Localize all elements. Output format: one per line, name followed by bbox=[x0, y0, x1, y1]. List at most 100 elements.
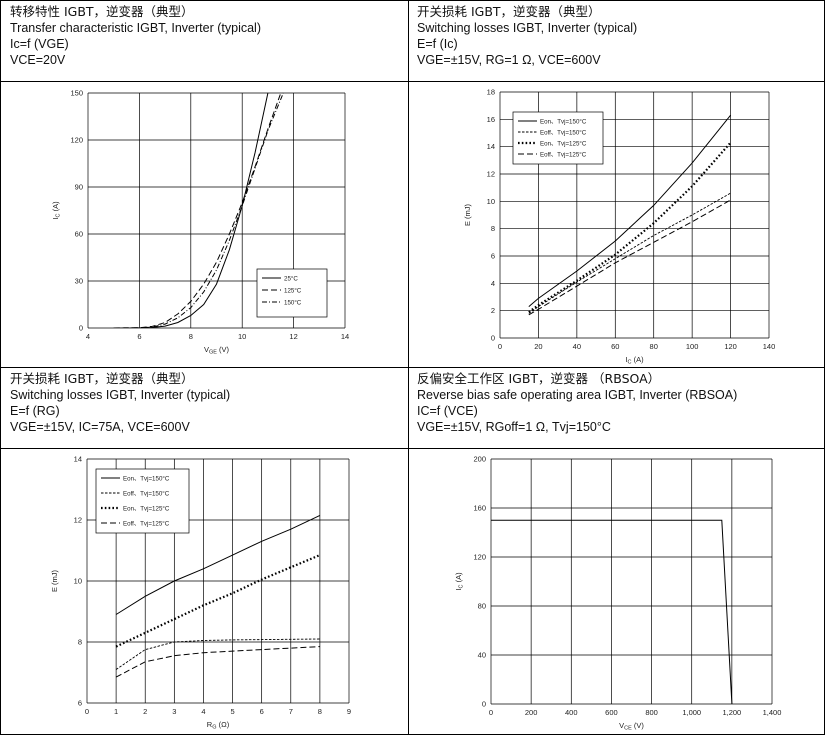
transfer-characteristic-chart: 4 6 8 10 12 14 0 30 60 90 120 150 VGE (V) IC (A) 25°C 1… bbox=[51, 89, 349, 356]
y-tick-label: 200 bbox=[473, 455, 486, 464]
y-tick-label: 18 bbox=[487, 88, 495, 97]
x-tick-label: 20 bbox=[534, 342, 542, 351]
series-line-2 bbox=[115, 638, 320, 670]
caption-function: Ic=f (VGE) bbox=[10, 37, 69, 51]
x-tick-label: 3 bbox=[172, 707, 176, 716]
y-axis-label: IC (A) bbox=[454, 572, 465, 591]
caption-switching-ic: 开关损耗 IGBT，逆变器（典型） Switching losses IGBT,… bbox=[417, 4, 637, 68]
row-divider-2 bbox=[0, 367, 825, 368]
x-tick-label: 6 bbox=[137, 332, 141, 341]
switching-loss-vs-current-chart: 0 20 40 60 80 100 120 140 0 2 4 6 8 10 12 14 16 18 IC (A) E… bbox=[463, 88, 776, 366]
x-tick-label: 4 bbox=[201, 707, 205, 716]
caption-function: IC=f (VCE) bbox=[417, 404, 478, 418]
row-divider-3 bbox=[0, 448, 825, 449]
y-tick-label: 160 bbox=[473, 504, 486, 513]
x-tick-label: 2 bbox=[143, 707, 147, 716]
y-tick-label: 2 bbox=[491, 306, 495, 315]
y-tick-label: 30 bbox=[75, 277, 83, 286]
x-tick-label: 4 bbox=[86, 332, 90, 341]
legend-label: 125°C bbox=[284, 287, 302, 294]
caption-conditions: VGE=±15V, RG=1 Ω, VCE=600V bbox=[417, 53, 601, 67]
legend-label: Eon、Tvj=150°C bbox=[540, 118, 587, 125]
y-tick-label: 16 bbox=[487, 115, 495, 124]
caption-rbsoa: 反偏安全工作区 IGBT，逆变器 （RBSOA） Reverse bias sa… bbox=[417, 371, 737, 435]
x-tick-label: 80 bbox=[650, 342, 658, 351]
x-tick-label: 60 bbox=[611, 342, 619, 351]
y-tick-label: 150 bbox=[70, 89, 83, 98]
y-axis-label: IC (A) bbox=[51, 201, 62, 220]
x-tick-label: 1 bbox=[114, 707, 118, 716]
series-line-1 bbox=[115, 514, 321, 615]
legend-label: 25°C bbox=[284, 275, 298, 282]
y-tick-label: 60 bbox=[75, 230, 83, 239]
caption-transfer: 转移特性 IGBT，逆变器（典型） Transfer characteristi… bbox=[10, 4, 261, 68]
caption-switching-rg: 开关损耗 IGBT，逆变器（典型） Switching losses IGBT,… bbox=[10, 371, 230, 435]
x-tick-label: 0 bbox=[498, 342, 502, 351]
x-tick-label: 12 bbox=[289, 332, 297, 341]
caption-title-en: Switching losses IGBT, Inverter (typical… bbox=[10, 388, 231, 402]
caption-function: E=f (RG) bbox=[10, 404, 60, 418]
legend-label: Eon、Tvj=125°C bbox=[540, 140, 587, 147]
caption-title-en: Reverse bias safe operating area IGBT, I… bbox=[417, 388, 738, 402]
y-tick-label: 120 bbox=[473, 553, 486, 562]
y-tick-label: 12 bbox=[487, 170, 495, 179]
y-tick-label: 12 bbox=[74, 516, 82, 525]
y-tick-label: 0 bbox=[491, 334, 495, 343]
y-tick-label: 8 bbox=[491, 224, 495, 233]
caption-title-cn: 转移特性 IGBT，逆变器（典型） bbox=[10, 4, 194, 19]
series-line-3 bbox=[115, 554, 321, 648]
x-tick-label: 8 bbox=[189, 332, 193, 341]
series-line-4 bbox=[528, 199, 731, 316]
x-tick-label: 1,400 bbox=[763, 708, 782, 717]
legend-label: Eoff、Tvj=125°C bbox=[123, 520, 170, 527]
y-tick-label: 4 bbox=[491, 279, 495, 288]
y-tick-label: 0 bbox=[482, 700, 486, 709]
x-tick-label: 9 bbox=[347, 707, 351, 716]
x-tick-label: 0 bbox=[489, 708, 493, 717]
caption-conditions: VGE=±15V, IC=75A, VCE=600V bbox=[10, 420, 190, 434]
series-line-3 bbox=[528, 141, 732, 313]
x-axis-label: VCE (V) bbox=[619, 721, 644, 732]
y-tick-label: 8 bbox=[78, 638, 82, 647]
caption-title-en: Switching losses IGBT, Inverter (typical… bbox=[417, 21, 638, 35]
x-axis-label: RG (Ω) bbox=[207, 720, 230, 731]
x-tick-label: 100 bbox=[686, 342, 699, 351]
series-line-2 bbox=[113, 92, 282, 328]
x-tick-label: 6 bbox=[260, 707, 264, 716]
legend-label: Eoff、Tvj=150°C bbox=[123, 490, 170, 497]
x-tick-label: 800 bbox=[645, 708, 658, 717]
y-tick-label: 80 bbox=[478, 602, 486, 611]
y-tick-label: 90 bbox=[75, 183, 83, 192]
x-tick-label: 0 bbox=[85, 707, 89, 716]
x-axis-label: IC (A) bbox=[625, 355, 644, 366]
x-tick-label: 400 bbox=[565, 708, 578, 717]
x-tick-label: 40 bbox=[573, 342, 581, 351]
x-tick-label: 1,200 bbox=[722, 708, 741, 717]
y-tick-label: 0 bbox=[79, 324, 83, 333]
caption-title-en: Transfer characteristic IGBT, Inverter (… bbox=[10, 21, 261, 35]
legend-label: Eoff、Tvj=125°C bbox=[540, 151, 587, 158]
x-tick-label: 8 bbox=[318, 707, 322, 716]
x-tick-label: 140 bbox=[763, 342, 776, 351]
rbsoa-chart: 0 200 400 600 800 1,000 1,200 1,400 0 40 80 120 160 2… bbox=[454, 455, 782, 732]
x-tick-label: 600 bbox=[605, 708, 618, 717]
y-tick-label: 120 bbox=[70, 136, 83, 145]
x-tick-label: 200 bbox=[525, 708, 538, 717]
caption-function: E=f (Ic) bbox=[417, 37, 458, 51]
caption-title-cn: 开关损耗 IGBT，逆变器（典型） bbox=[10, 371, 194, 386]
caption-title-cn: 反偏安全工作区 IGBT，逆变器 （RBSOA） bbox=[417, 371, 661, 386]
legend-label: Eon、Tvj=150°C bbox=[123, 475, 170, 482]
caption-conditions: VGE=±15V, RGoff=1 Ω, Tvj=150°C bbox=[417, 420, 611, 434]
x-tick-label: 5 bbox=[230, 707, 234, 716]
y-axis-label: E (mJ) bbox=[463, 203, 472, 226]
y-tick-label: 10 bbox=[74, 577, 82, 586]
legend-label: Eoff、Tvj=150°C bbox=[540, 129, 587, 136]
x-tick-label: 14 bbox=[341, 332, 349, 341]
x-tick-label: 1,000 bbox=[682, 708, 701, 717]
row-divider-1 bbox=[0, 81, 825, 82]
series-line-4 bbox=[115, 646, 320, 678]
y-tick-label: 10 bbox=[487, 197, 495, 206]
x-axis-label: VGE (V) bbox=[204, 345, 230, 356]
series-line-1 bbox=[491, 519, 733, 704]
